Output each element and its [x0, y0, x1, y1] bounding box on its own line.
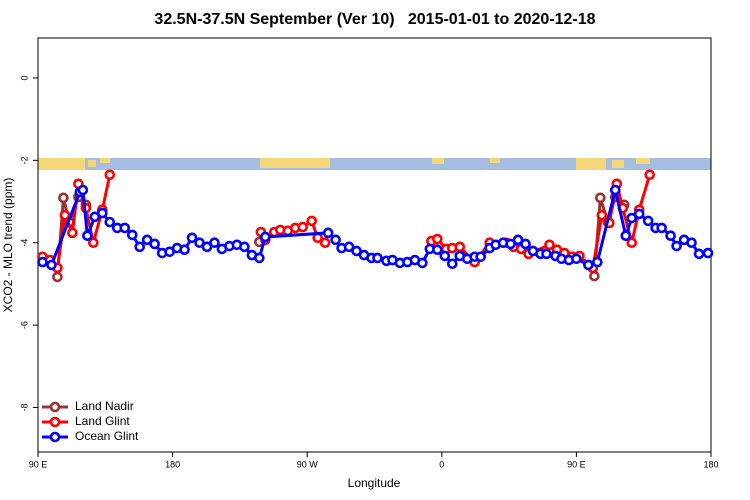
x-tick-label: 180 [165, 459, 180, 469]
legend-marker [49, 401, 61, 413]
x-tick-label: 0 [439, 459, 444, 469]
y-tick-label: -4 [19, 239, 29, 247]
legend-marker [49, 431, 61, 443]
data-point [626, 237, 638, 249]
data-point [59, 209, 71, 221]
data-point [351, 245, 362, 257]
data-point [254, 252, 265, 264]
y-axis-label: XCO2 - MLO trend (ppm) [1, 178, 15, 313]
land-ocean-strip [38, 158, 711, 170]
data-point [656, 222, 667, 234]
data-point [319, 237, 331, 249]
data-point [609, 184, 621, 196]
data-point [541, 248, 552, 260]
data-point [52, 271, 63, 283]
data-point [372, 252, 383, 264]
data-point [260, 231, 271, 243]
plot [37, 169, 714, 283]
data-point [620, 230, 632, 242]
plot-frame [37, 37, 712, 453]
data-point [432, 244, 443, 256]
data-point [306, 215, 317, 227]
data-point [134, 241, 145, 253]
data-point [201, 241, 213, 253]
data-point [330, 234, 341, 246]
x-axis-label: Longitude [348, 476, 401, 490]
data-point [97, 207, 108, 219]
chart-title: 32.5N-37.5N September (Ver 10) 2015-01-0… [154, 11, 595, 28]
data-point [322, 227, 334, 239]
data-point [77, 184, 89, 196]
data-point [88, 237, 99, 249]
data-point [520, 238, 531, 250]
data-point [592, 256, 603, 268]
data-point [693, 248, 705, 260]
data-point [186, 232, 198, 244]
data-point [82, 230, 93, 242]
data-point [432, 233, 443, 245]
data-point [454, 241, 466, 253]
data-point [583, 259, 594, 271]
data-point [512, 234, 524, 246]
data-point [67, 227, 78, 239]
data-point [209, 237, 220, 249]
x-tick-label: 180 [703, 459, 718, 469]
data-point [179, 244, 190, 256]
data-point [58, 192, 69, 204]
data-point [104, 216, 116, 228]
data-point [596, 209, 608, 221]
data-point [589, 270, 600, 282]
data-point [505, 238, 516, 250]
x-tick-label: 90 W [297, 459, 319, 469]
data-point [46, 259, 57, 271]
legend-marker [49, 416, 61, 428]
data-point [671, 240, 682, 252]
data-point [149, 238, 160, 250]
data-point [595, 192, 606, 204]
data-point [343, 241, 355, 253]
data-point [104, 169, 116, 181]
data-point [37, 256, 48, 268]
data-point [665, 230, 676, 242]
legend-label: Land Glint [75, 414, 130, 428]
data-point [297, 221, 309, 233]
data-point [475, 251, 486, 263]
y-tick-label: 0 [19, 75, 29, 80]
data-point [126, 229, 138, 241]
data-point [702, 247, 714, 259]
data-point [642, 215, 654, 227]
data-point [119, 222, 131, 234]
data-point [686, 237, 697, 249]
x-tick-label: 90 E [567, 459, 586, 469]
data-point [439, 250, 451, 262]
data-point [626, 212, 638, 224]
legend-label: Ocean Glint [75, 429, 139, 443]
y-tick-label: -8 [19, 404, 29, 412]
data-point [644, 169, 655, 181]
data-point [141, 234, 153, 246]
data-point [544, 239, 555, 251]
data-point [446, 258, 458, 270]
y-tick-label: -2 [19, 156, 29, 164]
data-point [194, 237, 205, 249]
y-tick-label: -6 [19, 321, 29, 329]
data-point [571, 253, 582, 265]
data-point [417, 257, 428, 269]
legend-label: Land Nadir [75, 399, 134, 413]
data-point [633, 208, 645, 220]
data-point [239, 241, 250, 253]
x-tick-label: 90 E [29, 459, 48, 469]
